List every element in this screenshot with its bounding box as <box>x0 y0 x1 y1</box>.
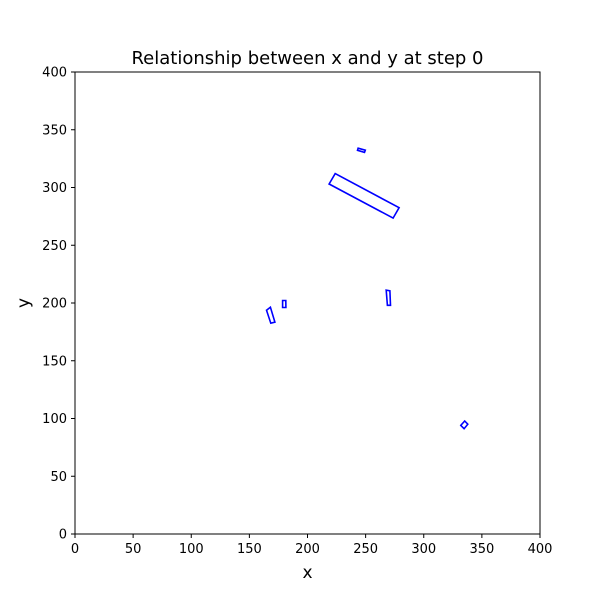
y-tick-label: 50 <box>50 470 67 485</box>
chart-title: Relationship between x and y at step 0 <box>131 48 483 69</box>
y-tick-label: 0 <box>59 528 67 543</box>
shape-rect-left-small <box>281 299 287 309</box>
shape-rect-mid-right <box>385 289 392 307</box>
plot-area-frame <box>74 71 541 535</box>
y-tick-label: 300 <box>42 181 67 196</box>
shape-rect-large <box>327 172 401 220</box>
y-tick-label: 250 <box>42 239 67 254</box>
x-tick-label: 150 <box>237 542 262 557</box>
shape-series <box>265 147 469 430</box>
x-tick-label: 0 <box>71 542 79 557</box>
y-tick-label: 150 <box>42 354 67 369</box>
y-tick-label: 350 <box>42 123 67 138</box>
y-tick-label: 400 <box>42 66 67 81</box>
x-axis-ticks: 0 50 100 150 200 250 300 350 400 <box>71 534 553 557</box>
y-axis-label: y <box>14 298 34 308</box>
shape-rect-top-small <box>356 147 367 154</box>
y-tick-label: 200 <box>42 297 67 312</box>
x-tick-label: 350 <box>469 542 494 557</box>
y-tick-label: 100 <box>42 412 67 427</box>
x-tick-label: 400 <box>528 542 553 557</box>
shape-rect-left-tilted <box>265 305 276 325</box>
x-tick-label: 200 <box>295 542 320 557</box>
x-tick-label: 100 <box>179 542 204 557</box>
x-tick-label: 300 <box>411 542 436 557</box>
y-axis-ticks: 0 50 100 150 200 250 300 350 400 <box>42 66 75 543</box>
x-tick-label: 50 <box>125 542 142 557</box>
shape-rect-bottom-right <box>459 419 469 430</box>
x-tick-label: 250 <box>353 542 378 557</box>
x-axis-label: x <box>302 563 312 583</box>
